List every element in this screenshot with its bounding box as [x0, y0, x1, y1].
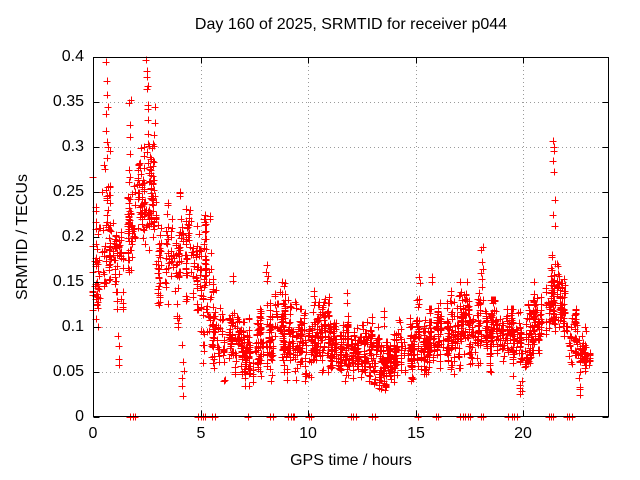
y-tick-label: 0.3: [61, 138, 84, 155]
plot-border: [93, 57, 609, 417]
x-axis-title: GPS time / hours: [290, 452, 412, 469]
y-tick-label: 0.35: [52, 93, 84, 110]
chart-title: Day 160 of 2025, SRMTID for receiver p04…: [194, 16, 508, 33]
y-tick-label: 0.1: [61, 318, 84, 335]
x-tick-label: 15: [407, 425, 425, 442]
y-tick-label: 0.05: [52, 363, 84, 380]
scatter-points: [89, 56, 594, 421]
x-tick-label: 5: [196, 425, 206, 442]
y-tick-label: 0.4: [61, 48, 84, 65]
y-tick-label: 0.2: [61, 228, 84, 245]
y-tick-label: 0.15: [52, 273, 84, 290]
x-tick-label: 10: [299, 425, 317, 442]
grid-lines: [94, 58, 608, 416]
y-tick-label: 0.25: [52, 183, 84, 200]
x-tick-label: 20: [514, 425, 532, 442]
x-tick-label: 0: [88, 425, 98, 442]
y-tick-label: 0: [75, 408, 84, 425]
